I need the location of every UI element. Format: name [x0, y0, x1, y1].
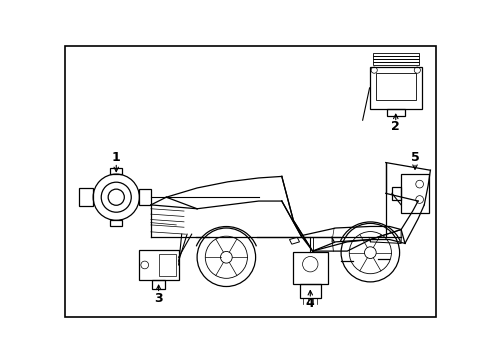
Bar [152, 280, 164, 289]
Bar [79, 188, 93, 206]
Bar [158, 254, 175, 276]
Text: 2: 2 [390, 120, 399, 133]
Bar [139, 189, 151, 205]
Bar [400, 174, 428, 213]
Text: 3: 3 [154, 292, 163, 305]
Bar [110, 220, 122, 226]
Bar [375, 73, 415, 100]
Bar [293, 252, 327, 284]
Bar [299, 284, 321, 298]
Bar [391, 187, 400, 199]
Bar [372, 53, 418, 55]
Text: 4: 4 [305, 297, 314, 310]
Bar [372, 56, 418, 59]
Bar [372, 59, 418, 62]
Text: 1: 1 [112, 150, 121, 164]
Bar [110, 168, 122, 174]
Bar [386, 109, 404, 116]
Text: 5: 5 [410, 150, 419, 164]
Bar [369, 67, 421, 109]
Bar [372, 62, 418, 65]
Bar [138, 250, 178, 280]
